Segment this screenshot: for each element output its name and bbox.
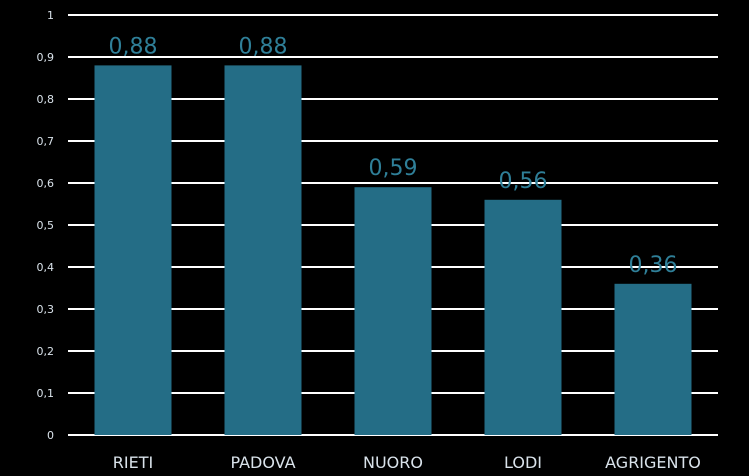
bar: [94, 65, 172, 436]
category-label: AGRIGENTO: [605, 453, 701, 472]
data-label: 0,88: [239, 34, 288, 59]
data-labels: 0,88 0,88 0,59 0,56 0,36: [109, 34, 678, 277]
bar: [224, 65, 302, 436]
y-tick-label: 0,5: [37, 219, 55, 232]
y-tick-label: 0,8: [37, 93, 55, 106]
data-label: 0,36: [629, 253, 678, 278]
y-tick-label: 0,1: [37, 387, 55, 400]
y-tick-label: 1: [47, 9, 54, 22]
category-label: RIETI: [113, 453, 153, 472]
data-label: 0,59: [369, 156, 418, 181]
y-tick-label: 0,7: [37, 135, 55, 148]
y-tick-label: 0,6: [37, 177, 55, 190]
y-axis-ticks: 0 0,1 0,2 0,3 0,4 0,5 0,6 0,7 0,8 0,9 1: [37, 9, 55, 442]
bar: [354, 187, 432, 435]
x-axis-categories: RIETI PADOVA NUORO LODI AGRIGENTO: [113, 453, 701, 472]
data-label: 0,88: [109, 34, 158, 59]
data-label: 0,56: [499, 169, 548, 194]
category-label: PADOVA: [230, 453, 295, 472]
y-tick-label: 0,9: [37, 51, 55, 64]
bars: [94, 65, 692, 436]
y-tick-label: 0,4: [37, 261, 55, 274]
bar: [484, 199, 562, 435]
category-label: LODI: [504, 453, 542, 472]
bar: [614, 283, 692, 435]
category-label: NUORO: [363, 453, 423, 472]
y-tick-label: 0,2: [37, 345, 55, 358]
y-tick-label: 0,3: [37, 303, 55, 316]
y-tick-label: 0: [47, 429, 54, 442]
